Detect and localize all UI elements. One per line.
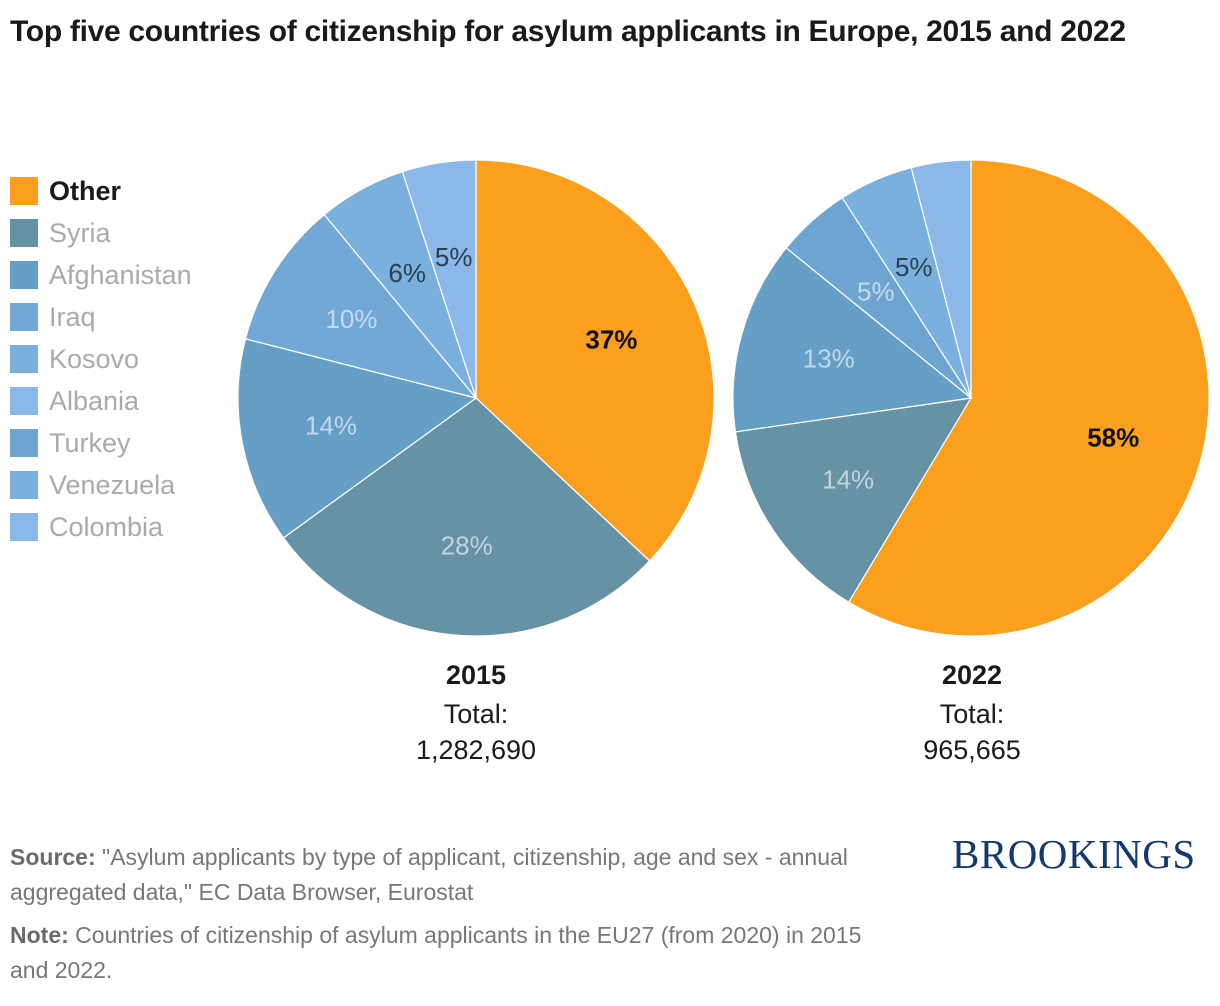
legend: Other Syria Afghanistan Iraq Kosovo Albania Tu… <box>10 170 192 548</box>
legend-label: Venezuela <box>49 469 176 500</box>
pie-slice-syria[interactable] <box>734 397 973 604</box>
data-label-syria: 28% <box>441 530 493 560</box>
legend-swatch <box>10 219 38 247</box>
pie-year-label: 2022 <box>941 660 1003 690</box>
legend-label: Turkey <box>49 427 131 458</box>
legend-item-venezuela[interactable]: Venezuela <box>10 464 192 506</box>
pie-slice-albania[interactable] <box>401 159 477 399</box>
legend-item-iraq[interactable]: Iraq <box>10 296 192 338</box>
pie-2022: 58% 14% 13% 5%5% <box>732 159 1210 637</box>
legend-label: Other <box>49 175 122 206</box>
legend-swatch <box>10 177 38 205</box>
data-label-syria: 14% <box>822 465 874 495</box>
data-label-kosovo: 6% <box>388 258 426 288</box>
pie-total-label: Total: <box>939 699 1005 729</box>
pie-caption-2022: 2022 Total: 965,665 <box>822 658 1122 768</box>
pie-slice-afghanistan[interactable] <box>237 338 478 539</box>
brookings-logo: BROOKINGS <box>952 831 1196 877</box>
legend-swatch <box>10 303 38 331</box>
pie-year-label: 2015 <box>445 660 507 690</box>
data-label-albania: 5% <box>435 242 473 272</box>
pie-2015: 37% 28% 14% 10% 6% 5% <box>237 159 715 637</box>
data-label-afghanistan: 13% <box>803 344 855 374</box>
pie-caption-2015: 2015 Total: 1,282,690 <box>326 658 626 768</box>
legend-label: Iraq <box>49 301 96 332</box>
legend-label: Albania <box>49 385 140 416</box>
legend-swatch <box>10 261 38 289</box>
pie-total-value: 1,282,690 <box>415 735 537 765</box>
legend-item-other[interactable]: Other <box>10 170 192 212</box>
legend-swatch <box>10 429 38 457</box>
source-text: "Asylum applicants by type of applicant,… <box>10 844 848 905</box>
note-text: Countries of citizenship of asylum appli… <box>10 922 862 983</box>
note: Note: Countries of citizenship of asylum… <box>10 918 890 988</box>
legend-item-colombia[interactable]: Colombia <box>10 506 192 548</box>
legend-swatch <box>10 345 38 373</box>
legend-item-kosovo[interactable]: Kosovo <box>10 338 192 380</box>
legend-item-turkey[interactable]: Turkey <box>10 422 192 464</box>
pie-total-label: Total: <box>443 699 509 729</box>
legend-label: Colombia <box>49 511 164 542</box>
legend-label: Syria <box>49 217 111 248</box>
data-label-iraq: 10% <box>325 304 377 334</box>
pie-total-value: 965,665 <box>923 735 1021 765</box>
data-label-afghanistan: 14% <box>305 411 357 441</box>
legend-swatch <box>10 387 38 415</box>
source-note: Source: "Asylum applicants by type of ap… <box>10 840 890 910</box>
legend-swatch <box>10 513 38 541</box>
footer: Source: "Asylum applicants by type of ap… <box>10 840 890 996</box>
pie-slice-other[interactable] <box>475 159 715 562</box>
legend-item-afghanistan[interactable]: Afghanistan <box>10 254 192 296</box>
data-label-turkey: 5% <box>857 277 895 307</box>
data-label-venezuela: 5% <box>895 252 933 282</box>
chart-title: Top five countries of citizenship for as… <box>10 15 1126 48</box>
pie-slice-afghanistan[interactable] <box>732 247 973 433</box>
legend-swatch <box>10 471 38 499</box>
legend-label: Afghanistan <box>49 259 192 290</box>
pie-slice-other[interactable] <box>847 159 1210 637</box>
legend-item-albania[interactable]: Albania <box>10 380 192 422</box>
pie-slice-iraq[interactable] <box>244 213 478 400</box>
source-label: Source: <box>10 844 96 870</box>
data-label-other: 58% <box>1087 422 1139 452</box>
pie-slice-syria[interactable] <box>282 397 651 637</box>
note-label: Note: <box>10 922 69 948</box>
data-label-other: 37% <box>585 324 637 354</box>
legend-item-syria[interactable]: Syria <box>10 212 192 254</box>
legend-label: Kosovo <box>49 343 140 374</box>
pie-slice-colombia[interactable] <box>910 159 972 399</box>
